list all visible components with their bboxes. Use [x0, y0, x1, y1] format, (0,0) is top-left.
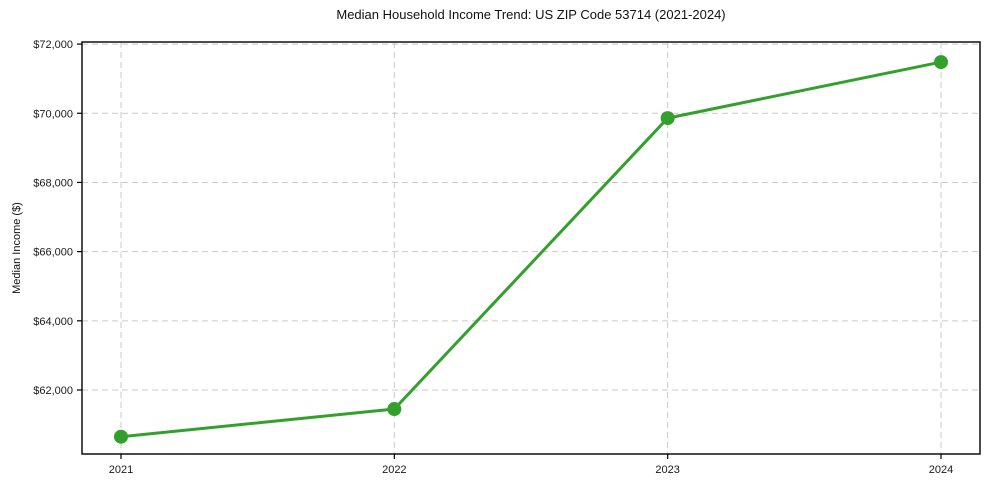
- y-tick-label: $70,000: [33, 108, 73, 120]
- y-tick-label: $72,000: [33, 39, 73, 51]
- data-point-2021: [114, 429, 128, 444]
- x-tick-label: 2021: [109, 464, 133, 476]
- x-tick-label: 2024: [929, 464, 953, 476]
- trend-line: [119, 60, 943, 439]
- data-point-2022: [387, 402, 402, 417]
- x-tick-label: 2023: [655, 464, 679, 476]
- y-tick-label: $64,000: [33, 316, 73, 328]
- data-point-2023: [660, 111, 675, 126]
- x-tick-label: 2022: [382, 464, 406, 476]
- chart-title: Median Household Income Trend: US ZIP Co…: [336, 7, 726, 22]
- y-tick-label: $68,000: [33, 177, 73, 189]
- plot-border: [81, 41, 981, 455]
- y-tick-label: $66,000: [33, 247, 73, 259]
- y-tick-label: $62,000: [33, 385, 73, 397]
- data-point-2024: [934, 55, 948, 70]
